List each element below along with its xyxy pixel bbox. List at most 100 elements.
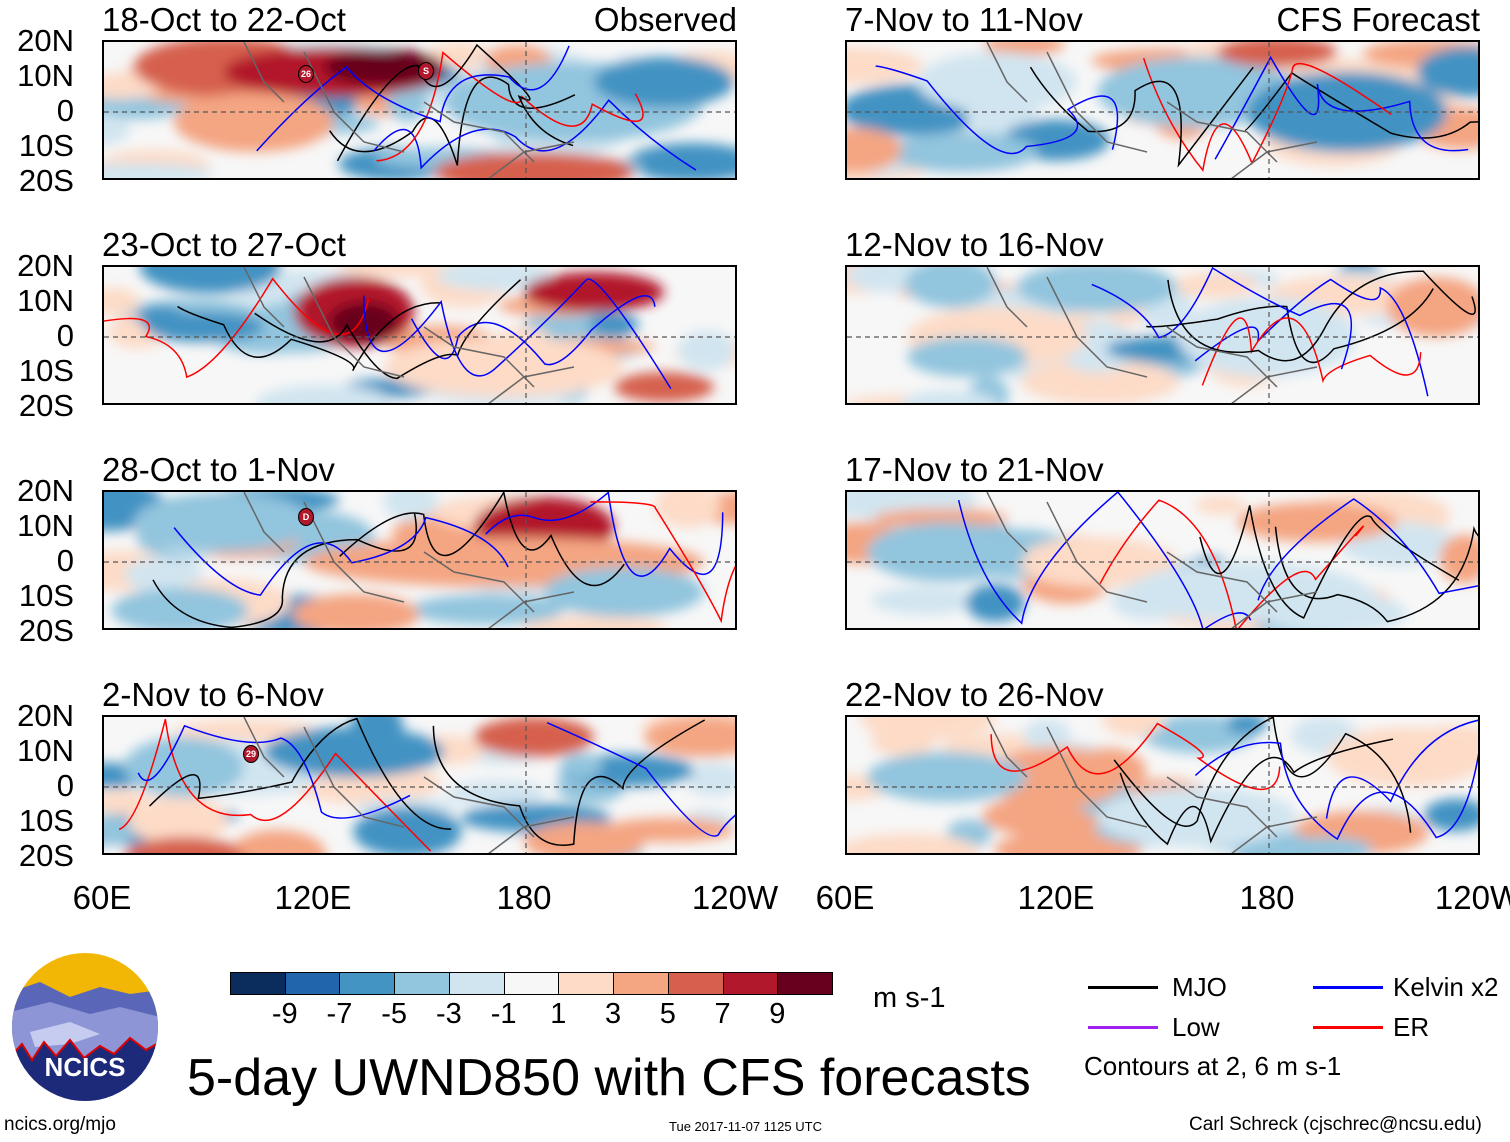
colorbar-tick-label: 7: [714, 998, 731, 1030]
colorbar-swatch: [448, 972, 505, 995]
anomaly-shading: [1217, 42, 1337, 67]
anomaly-shading: [987, 747, 1127, 807]
anomaly-shading: [1023, 718, 1071, 752]
contour-line: [1091, 267, 1353, 370]
anomaly-shading: [1417, 47, 1478, 97]
anomaly-shading: [983, 42, 1065, 56]
lat-label: 10S: [18, 578, 74, 613]
lon-label: 180: [1239, 879, 1295, 916]
lon-label: 120W: [691, 879, 779, 916]
anomaly-shading: [560, 753, 603, 779]
colorbar-tick-label: 9: [769, 998, 786, 1030]
anomaly-shading: [524, 822, 644, 853]
storm-marker: 26: [298, 65, 314, 83]
anomaly-shading: [437, 267, 553, 291]
anomaly-shading: [519, 615, 668, 628]
contour-line: [118, 719, 432, 852]
storm-marker: 29: [243, 745, 259, 763]
anomaly-shading: [907, 337, 1027, 377]
anomaly-shading: [255, 384, 394, 403]
lat-label: 0: [56, 768, 74, 803]
colorbar-swatch: [339, 972, 396, 995]
anomaly-shading: [1439, 534, 1478, 584]
anomaly-shading: [1387, 277, 1478, 337]
lon-label: 60E: [72, 879, 132, 916]
anomaly-shading: [614, 372, 714, 402]
coastline: [986, 717, 1318, 853]
colorbar-tick-label: -3: [436, 998, 462, 1030]
colorbar-swatch: [284, 972, 341, 995]
contour-line: [376, 51, 644, 162]
anomaly-shading: [383, 492, 439, 521]
contour-line: [590, 501, 735, 624]
contour-line: [329, 76, 576, 166]
contour-line: [990, 722, 1281, 790]
footer-url[interactable]: ncics.org/mjo: [4, 1114, 116, 1135]
contour-line: [1146, 288, 1434, 364]
contour-line: [152, 513, 417, 628]
anomaly-shading: [1017, 537, 1177, 587]
anomaly-shading: [384, 337, 624, 397]
anomaly-shading: [900, 390, 999, 403]
legend-mjo-label: MJO: [1172, 972, 1227, 1002]
panel-right-3: [845, 715, 1480, 855]
contour-line: [336, 43, 574, 162]
anomaly-shading: [867, 522, 1027, 582]
colorbar-units: m s-1: [873, 982, 946, 1014]
lat-label: 10N: [17, 283, 74, 318]
contour-line: [104, 277, 370, 379]
legend-low-label: Low: [1172, 1012, 1220, 1042]
contour-line: [1029, 66, 1254, 168]
anomaly-shading: [588, 312, 639, 337]
anomaly-shading: [1097, 787, 1297, 847]
contour-line: [1274, 525, 1478, 623]
anomaly-shading: [104, 114, 130, 145]
lon-label: 120E: [1017, 879, 1095, 916]
legend-er-label: ER: [1393, 1012, 1430, 1042]
anomaly-shading: [594, 57, 734, 107]
colorbar-tick-label: -7: [326, 998, 353, 1030]
anomaly-shading: [104, 287, 140, 316]
lat-label: 20N: [17, 473, 74, 508]
colorbar-swatch: [503, 972, 560, 995]
contour-line: [1214, 55, 1469, 160]
anomaly-shading: [1226, 717, 1267, 735]
contour-line: [137, 724, 411, 819]
anomaly-shading: [292, 593, 420, 628]
anomaly-shading: [1327, 727, 1478, 787]
lon-label: 120E: [274, 879, 352, 916]
anomaly-shading: [264, 727, 444, 777]
legend-kelvin-label: Kelvin x2: [1393, 972, 1499, 1002]
anomaly-shading: [885, 132, 1038, 173]
lat-label: 0: [56, 93, 74, 128]
legend-er-line: [1313, 1026, 1383, 1029]
anomaly-shading: [104, 163, 214, 178]
anomaly-shading: [870, 586, 978, 615]
contour-line: [1119, 738, 1394, 846]
anomaly-shading: [1237, 502, 1397, 542]
legend-kelvin-line: [1313, 986, 1383, 989]
anomaly-shading: [1127, 562, 1367, 622]
contour-line: [373, 99, 697, 171]
panel-left-2: [102, 490, 737, 630]
anomaly-shading: [1020, 359, 1180, 403]
contour-line: [173, 516, 509, 596]
colorbar-tick-label: 5: [659, 998, 676, 1030]
lat-label: 20S: [18, 838, 74, 873]
panel-left-0: [102, 40, 737, 180]
anomaly-shading: [847, 127, 902, 173]
anomaly-shading: [144, 312, 264, 342]
lat-label: 20S: [18, 613, 74, 648]
contour-line: [485, 492, 724, 577]
colorbar-tick-label: -5: [381, 998, 408, 1030]
lat-label: 20N: [17, 248, 74, 283]
contour-line: [546, 721, 735, 837]
panel-left-3: [102, 715, 737, 855]
colorbar-tick-label: -1: [490, 998, 517, 1030]
anomaly-shading: [111, 587, 249, 628]
lat-label: 20N: [17, 698, 74, 733]
anomaly-shading: [873, 508, 1009, 527]
colorbar-tick-label: 1: [550, 998, 567, 1030]
anomaly-shading: [128, 794, 228, 846]
lon-label: 120W: [1434, 879, 1510, 916]
